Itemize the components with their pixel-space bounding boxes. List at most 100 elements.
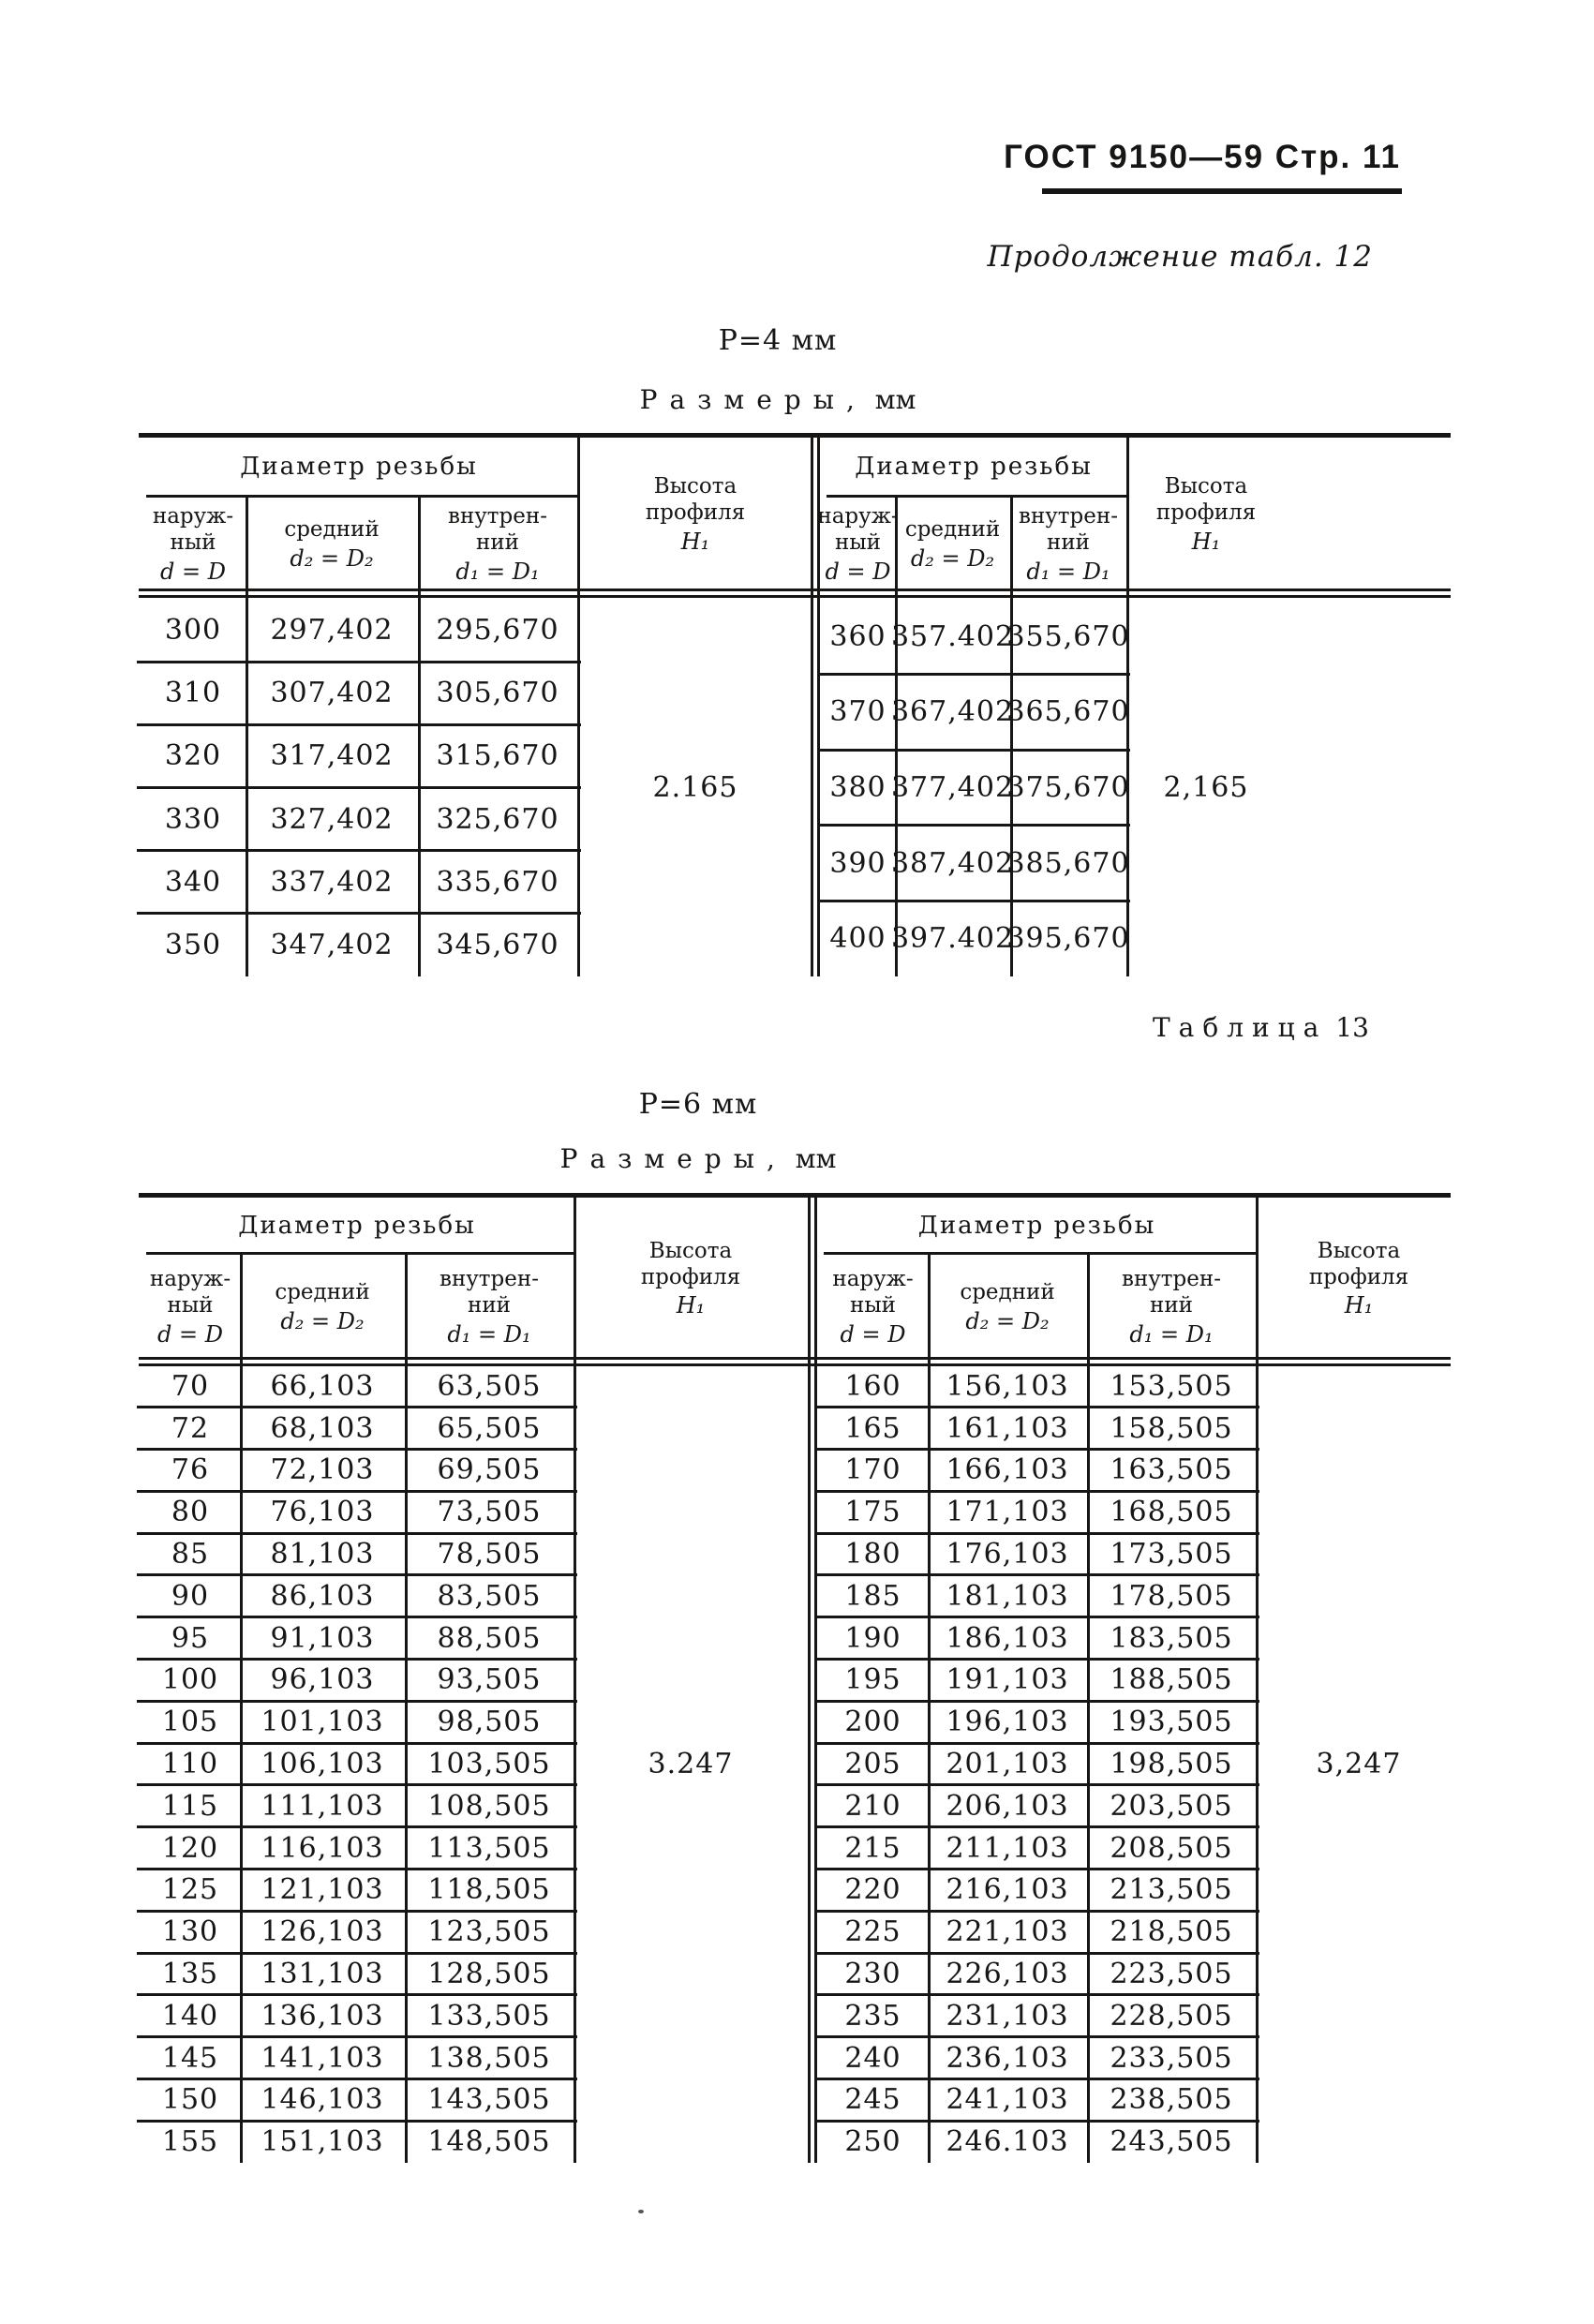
row-separator: [137, 786, 581, 789]
table-cell: 93,505: [437, 1663, 542, 1697]
table-cell: 220: [844, 1873, 901, 1907]
table-cell: 300: [164, 614, 222, 648]
column-divider: [928, 1252, 931, 2163]
column-header-name: внутрен- ний: [1019, 504, 1118, 555]
table-top-border: [139, 1193, 1451, 1198]
table-cell: 163,505: [1110, 1453, 1233, 1487]
table-cell: 210: [844, 1789, 901, 1823]
table13-caption: Таблица 13: [1153, 1012, 1462, 1043]
table-cell: 188,505: [1110, 1663, 1233, 1697]
table-cell: 200: [844, 1706, 901, 1739]
column-header: средний d₂ = D₂: [242, 1258, 403, 1357]
row-separator: [137, 1951, 577, 1955]
column-header-formula: d₁ = D₁: [455, 558, 540, 585]
column-header: внутрен- ний d₁ = D₁: [1089, 1258, 1254, 1357]
height-value: 3.247: [648, 1748, 734, 1780]
table-cell: 240: [844, 2041, 901, 2075]
table-cell: 76,103: [270, 1496, 375, 1529]
table-cell: 101,103: [261, 1706, 384, 1739]
table-cell: 140: [161, 1999, 219, 2033]
row-separator: [814, 1951, 1259, 1955]
table-cell: 218,505: [1110, 1915, 1233, 1949]
table-cell: 130: [161, 1915, 219, 1949]
row-separator: [814, 2119, 1259, 2123]
group-underline: [146, 1252, 574, 1255]
column-header: внутрен- ний d₁ = D₁: [1012, 500, 1125, 588]
table-cell: 146,103: [261, 2083, 384, 2117]
row-separator: [814, 1993, 1259, 1997]
table-cell: 108,505: [427, 1789, 551, 1823]
table-cell: 357.402: [890, 619, 1015, 653]
row-separator: [137, 1531, 577, 1535]
table-cell: 190: [844, 1621, 901, 1655]
table-cell: 181,103: [946, 1579, 1069, 1613]
row-separator: [817, 748, 1130, 752]
table-cell: 80: [171, 1496, 210, 1529]
header-double-line: [139, 1363, 1451, 1366]
table-cell: 297,402: [270, 614, 394, 648]
column-header-formula: d₂ = D₂: [280, 1307, 365, 1334]
column-header-formula: d = D: [825, 558, 891, 585]
table13-pitch-label: Р=6 мм: [638, 1088, 758, 1121]
table-cell: 151,103: [261, 2125, 384, 2159]
column-header-formula: d₂ = D₂: [965, 1307, 1050, 1334]
table-cell: 350: [164, 928, 222, 961]
row-separator: [137, 660, 581, 663]
column-header: средний d₂ = D₂: [930, 1258, 1085, 1357]
row-separator: [814, 2035, 1259, 2039]
row-separator: [814, 2077, 1259, 2080]
column-header-name: наруж- ный: [149, 1267, 231, 1318]
table-cell: 131,103: [261, 1957, 384, 1990]
table-cell: 193,505: [1110, 1706, 1233, 1739]
table-cell: 110: [161, 1747, 219, 1780]
row-separator: [814, 1406, 1259, 1409]
group-underline: [824, 1252, 1256, 1255]
table-cell: 72,103: [270, 1453, 375, 1487]
table-cell: 121,103: [261, 1873, 384, 1907]
scan-speck: [638, 2210, 644, 2213]
table-cell: 141,103: [261, 2041, 384, 2075]
table-top-border: [139, 433, 1451, 438]
table-cell: 155: [161, 2125, 219, 2159]
table-cell: 111,103: [261, 1789, 384, 1823]
row-separator: [137, 1909, 577, 1913]
column-header: внутрен- ний d₁ = D₁: [420, 500, 575, 588]
row-separator: [137, 1616, 577, 1619]
table-cell: 345,670: [436, 928, 559, 961]
table-cell: 170: [844, 1453, 901, 1487]
column-header-formula: d₁ = D₁: [1026, 558, 1110, 585]
column-header-name: средний: [960, 1280, 1055, 1305]
table-cell: 347,402: [270, 928, 394, 961]
column-header-formula: d₂ = D₂: [910, 544, 995, 572]
group-underline: [146, 495, 577, 498]
height-value: 3,247: [1316, 1748, 1402, 1780]
table-cell: 100: [161, 1663, 219, 1697]
column-divider: [240, 1252, 243, 2163]
column-divider: [1010, 495, 1013, 976]
table-cell: 337,402: [270, 865, 394, 899]
row-separator: [137, 723, 581, 726]
table-cell: 150: [161, 2083, 219, 2117]
table-cell: 135: [161, 1957, 219, 1990]
table-cell: 178,505: [1110, 1579, 1233, 1613]
table-cell: 238,505: [1110, 2083, 1233, 2117]
row-separator: [817, 673, 1130, 677]
table-cell: 126,103: [261, 1915, 384, 1949]
table-cell: 73,505: [437, 1496, 542, 1529]
column-header-name: внутрен- ний: [1122, 1267, 1221, 1318]
column-header: средний d₂ = D₂: [247, 500, 416, 588]
table-cell: 310: [164, 677, 222, 710]
column-header: средний d₂ = D₂: [897, 500, 1008, 588]
row-separator: [817, 899, 1130, 902]
table-cell: 166,103: [946, 1453, 1069, 1487]
row-separator: [137, 1993, 577, 1997]
table-cell: 72: [171, 1411, 210, 1445]
height-header: Высота профиля H₁: [588, 440, 803, 588]
table-cell: 243,505: [1110, 2125, 1233, 2159]
group-header-right: Диаметр резьбы: [855, 453, 1093, 481]
half-separator-line: [808, 1193, 811, 2163]
table-cell: 198,505: [1110, 1747, 1233, 1780]
table-cell: 226,103: [946, 1957, 1069, 1990]
table-cell: 228,505: [1110, 1999, 1233, 2033]
